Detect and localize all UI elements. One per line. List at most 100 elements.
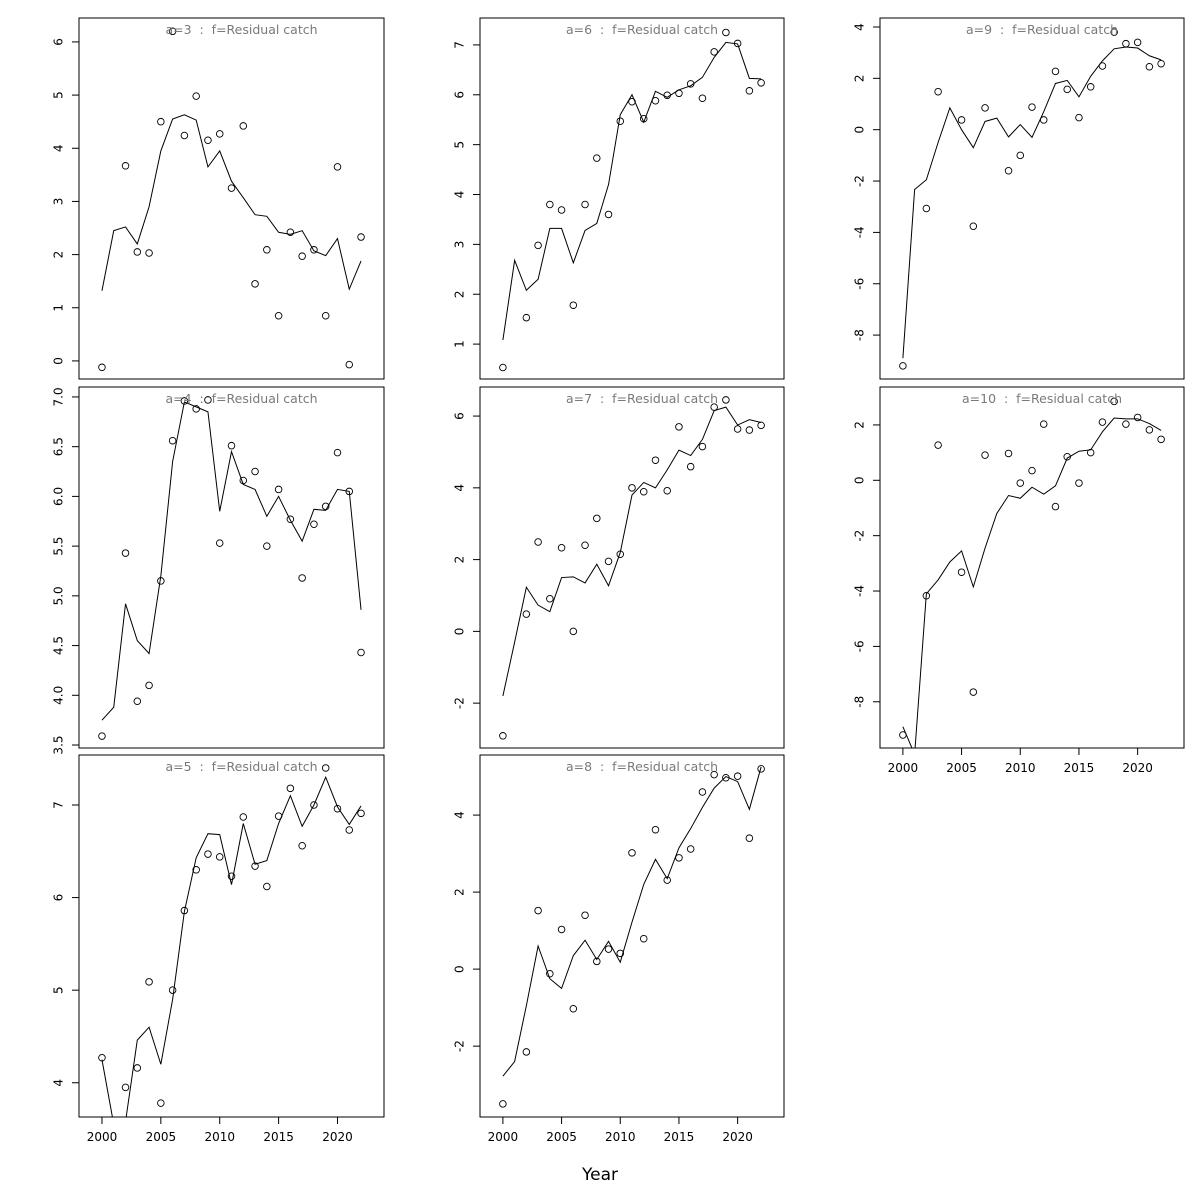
y-tick-label: 6.0 xyxy=(52,487,66,506)
panel-title: a=7 : f=Residual catch xyxy=(566,391,718,406)
observed-point xyxy=(934,441,942,449)
observed-point xyxy=(263,882,271,891)
observed-point xyxy=(628,484,636,492)
observed-point xyxy=(1004,449,1013,458)
y-tick-label: -6 xyxy=(853,278,867,290)
observed-point xyxy=(722,28,730,37)
observed-point xyxy=(157,1099,165,1107)
observed-point xyxy=(227,872,236,881)
observed-point xyxy=(121,549,130,557)
observed-point xyxy=(733,39,742,48)
panel: a=9 : f=Residual catch -8 -6 -4 -2 0 2 4 xyxy=(853,17,1185,380)
panel-title: a=6 : f=Residual catch xyxy=(566,22,718,37)
panel-group: a=9 : f=Residual catch -8 -6 -4 -2 0 2 4 xyxy=(853,17,1185,380)
observed-point xyxy=(957,116,966,124)
observed-point xyxy=(251,467,259,476)
observed-point xyxy=(663,91,671,100)
observed-point xyxy=(686,80,695,88)
observed-point xyxy=(1016,151,1025,160)
panel-frame xyxy=(78,754,385,1118)
observed-point xyxy=(333,448,342,457)
y-tick-label: 5.5 xyxy=(52,537,66,556)
observed-point xyxy=(628,849,636,857)
observed-point xyxy=(345,360,354,369)
observed-point xyxy=(981,451,989,459)
x-tick-label: 2005 xyxy=(546,1130,577,1144)
y-tick-label: 0 xyxy=(52,357,66,365)
y-tick-label: 5 xyxy=(52,91,66,99)
observed-point xyxy=(192,866,200,874)
panel: a=5 : f=Residual catch 4 5 6 7 2000 2005 2010 20… xyxy=(52,754,385,1144)
observed-point xyxy=(499,1100,507,1108)
observed-point xyxy=(969,688,978,696)
observed-point xyxy=(251,862,259,870)
y-tick-label: -2 xyxy=(453,697,467,709)
observed-point xyxy=(534,241,542,250)
observed-point xyxy=(651,456,660,464)
fitted-line xyxy=(502,41,762,341)
observed-point xyxy=(934,87,942,96)
observed-point xyxy=(651,97,660,105)
observed-point xyxy=(157,577,165,585)
x-tick-label: 2015 xyxy=(1064,761,1095,775)
plot-area xyxy=(499,765,765,1108)
x-tick-label: 2020 xyxy=(722,1130,753,1144)
observed-point xyxy=(522,313,531,322)
observed-point xyxy=(1051,67,1060,76)
observed-point xyxy=(534,906,542,915)
observed-point xyxy=(1004,167,1013,175)
y-tick-label: -2 xyxy=(853,530,867,542)
y-tick-label: 1 xyxy=(453,340,467,348)
x-tick-label: 2010 xyxy=(605,1130,636,1144)
x-tick-label: 2005 xyxy=(946,761,977,775)
observed-point xyxy=(98,732,106,740)
observed-point xyxy=(686,462,695,471)
observed-point xyxy=(286,515,295,524)
observed-point xyxy=(357,648,365,657)
panel-group: a=8 : f=Residual catch -2 0 2 4 2000 2005 2010 2… xyxy=(453,754,785,1144)
panel-title: a=9 : f=Residual catch xyxy=(966,22,1118,37)
panel: a=4 : f=Residual catch 3.5 4.0 4.5 5.0 5.5 6.0… xyxy=(52,386,385,755)
observed-point xyxy=(1122,420,1130,428)
observed-point xyxy=(639,934,648,943)
y-tick-label: 4 xyxy=(853,23,867,31)
observed-point xyxy=(757,765,765,773)
observed-point xyxy=(321,502,330,511)
observed-point xyxy=(593,154,601,162)
y-tick-label: 2 xyxy=(853,75,867,83)
fitted-line xyxy=(902,417,1162,748)
fitted-line xyxy=(502,406,762,697)
y-tick-label: 5 xyxy=(52,986,66,994)
observed-point xyxy=(204,850,212,858)
observed-point xyxy=(639,488,648,496)
observed-point xyxy=(345,826,354,834)
y-tick-label: 2 xyxy=(453,556,467,564)
plot-area xyxy=(899,28,1165,370)
y-tick-label: 7 xyxy=(52,801,66,809)
panel: a=10 : f=Residual catch -8 -6 -4 -2 0 2 2000 200… xyxy=(853,386,1185,775)
observed-point xyxy=(616,117,625,125)
y-tick-label: 1 xyxy=(52,304,66,312)
observed-point xyxy=(969,222,978,230)
observed-point xyxy=(298,574,306,582)
observed-point xyxy=(1039,116,1048,124)
observed-point xyxy=(616,550,625,558)
y-tick-label: -6 xyxy=(853,640,867,652)
observed-point xyxy=(145,681,153,690)
observed-point xyxy=(899,362,907,370)
observed-point xyxy=(581,541,589,550)
observed-point xyxy=(593,957,601,966)
x-tick-label: 2005 xyxy=(146,1130,177,1144)
observed-point xyxy=(757,421,765,430)
observed-point xyxy=(180,906,189,915)
observed-point xyxy=(345,487,354,496)
observed-point xyxy=(1133,413,1142,422)
observed-point xyxy=(239,122,248,130)
panel-title: a=4 : f=Residual catch xyxy=(165,391,317,406)
observed-point xyxy=(698,788,707,796)
observed-point xyxy=(204,396,212,404)
observed-point xyxy=(1086,83,1095,91)
fitted-line xyxy=(101,775,362,1117)
observed-point xyxy=(546,594,554,603)
panel: a=3 : f=Residual catch 0 1 2 3 4 5 6 xyxy=(52,17,385,380)
